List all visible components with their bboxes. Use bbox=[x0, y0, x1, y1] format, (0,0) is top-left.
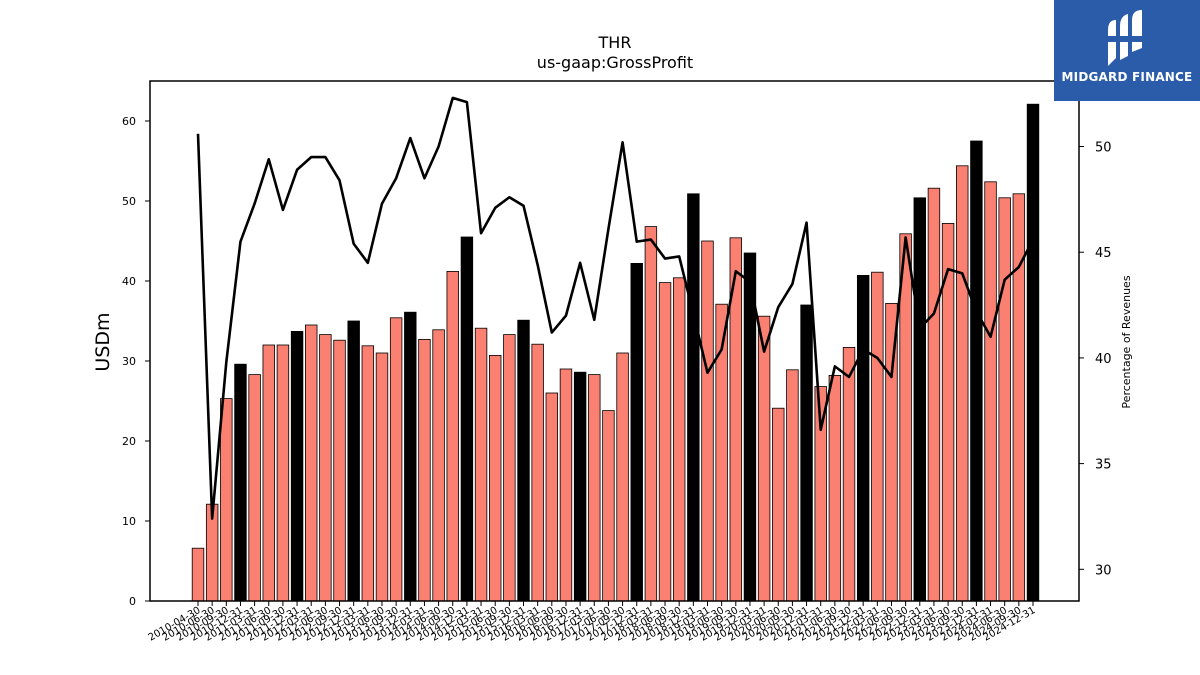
bar-2016-06-30 bbox=[545, 392, 559, 602]
bar-2019-03-31 bbox=[701, 240, 714, 602]
bar-2011-03-31 bbox=[248, 374, 261, 602]
bar-2015-03-31 bbox=[474, 327, 488, 602]
percentage-line bbox=[196, 96, 1035, 520]
bars-group bbox=[191, 103, 1040, 602]
y2-tick-label: 35 bbox=[1095, 458, 1112, 473]
bar-2021-12-31 bbox=[856, 274, 870, 602]
bar-2011-12-31 bbox=[290, 330, 304, 602]
bar-2018-03-31 bbox=[644, 226, 658, 602]
y2-tick-label: 40 bbox=[1095, 352, 1112, 367]
bar-2023-09-30 bbox=[956, 165, 969, 602]
y-axis-label: USDm bbox=[92, 312, 114, 371]
bar-2024-06-30 bbox=[998, 197, 1011, 602]
y-tick-label: 50 bbox=[122, 195, 136, 208]
bar-2024-09-30 bbox=[1012, 193, 1026, 602]
bar-2011-09-30 bbox=[276, 344, 290, 602]
bar-2020-09-30 bbox=[786, 369, 799, 602]
plot-frame bbox=[149, 80, 1080, 602]
bar-2017-06-30 bbox=[602, 410, 615, 602]
bar-2015-12-31 bbox=[517, 319, 530, 602]
y-tick-label: 30 bbox=[122, 355, 136, 368]
bar-2011-06-30 bbox=[262, 344, 275, 602]
y-tick-label: 60 bbox=[122, 115, 136, 128]
bar-2010-04-30 bbox=[191, 547, 205, 602]
line-group bbox=[196, 96, 1035, 520]
bar-2023-03-31 bbox=[927, 187, 941, 602]
y-tick-label: 0 bbox=[129, 595, 136, 608]
y2-tick-label: 50 bbox=[1095, 141, 1112, 156]
chart-subtitle: us-gaap:GrossProfit bbox=[537, 53, 693, 72]
bar-2012-09-30 bbox=[333, 339, 346, 602]
y2-tick-label: 30 bbox=[1095, 563, 1112, 578]
bar-2018-12-31 bbox=[687, 193, 700, 602]
bar-2018-06-30 bbox=[658, 282, 672, 602]
bar-2012-03-31 bbox=[305, 324, 318, 602]
bar-2010-12-31 bbox=[234, 363, 247, 602]
bar-2013-03-31 bbox=[361, 345, 375, 602]
bar-2012-06-30 bbox=[319, 334, 332, 602]
chart-title: THR bbox=[598, 33, 632, 52]
bar-2022-12-31 bbox=[913, 197, 926, 602]
bar-2023-12-31 bbox=[970, 140, 983, 602]
bar-2016-03-31 bbox=[531, 343, 544, 602]
bar-2013-06-30 bbox=[375, 352, 389, 602]
y2-axis-label: Percentage of Revenues bbox=[1120, 275, 1133, 408]
bar-2024-03-31 bbox=[984, 181, 997, 602]
y-tick-label: 10 bbox=[122, 515, 136, 528]
bar-2021-09-30 bbox=[842, 346, 856, 602]
bar-2021-06-30 bbox=[828, 374, 842, 602]
midgard-logo-icon bbox=[1108, 10, 1142, 66]
y-tick-label: 40 bbox=[122, 275, 136, 288]
bar-2013-09-30 bbox=[389, 317, 403, 602]
bar-2013-12-31 bbox=[404, 311, 417, 602]
bar-2014-12-31 bbox=[460, 236, 474, 602]
bar-2014-06-30 bbox=[432, 329, 445, 602]
bar-2015-06-30 bbox=[488, 354, 502, 602]
axes-group: 010203040506030354045502010-04-302010-06… bbox=[122, 80, 1112, 644]
bar-2018-09-30 bbox=[672, 277, 686, 602]
bar-2024-12-31 bbox=[1026, 103, 1040, 602]
bar-2012-12-31 bbox=[347, 320, 360, 602]
bar-2022-03-31 bbox=[871, 271, 884, 602]
bar-2020-06-30 bbox=[772, 407, 785, 602]
y2-tick-label: 45 bbox=[1095, 246, 1112, 261]
midgard-logo: MIDGARD FINANCE bbox=[1054, 0, 1200, 101]
bar-2014-09-30 bbox=[446, 270, 459, 602]
bar-2016-12-31 bbox=[573, 371, 587, 602]
bar-2017-09-30 bbox=[616, 352, 629, 602]
bar-2015-09-30 bbox=[503, 334, 516, 602]
bar-2017-12-31 bbox=[630, 262, 643, 602]
bar-2020-12-31 bbox=[800, 304, 813, 602]
bar-2020-03-31 bbox=[757, 315, 771, 602]
logo-text: MIDGARD FINANCE bbox=[1061, 70, 1193, 84]
bar-2016-09-30 bbox=[559, 368, 573, 602]
y-tick-label: 20 bbox=[122, 435, 136, 448]
bar-2014-03-31 bbox=[418, 338, 431, 602]
bar-2010-09-30 bbox=[220, 398, 233, 602]
bar-2017-03-31 bbox=[588, 374, 601, 602]
